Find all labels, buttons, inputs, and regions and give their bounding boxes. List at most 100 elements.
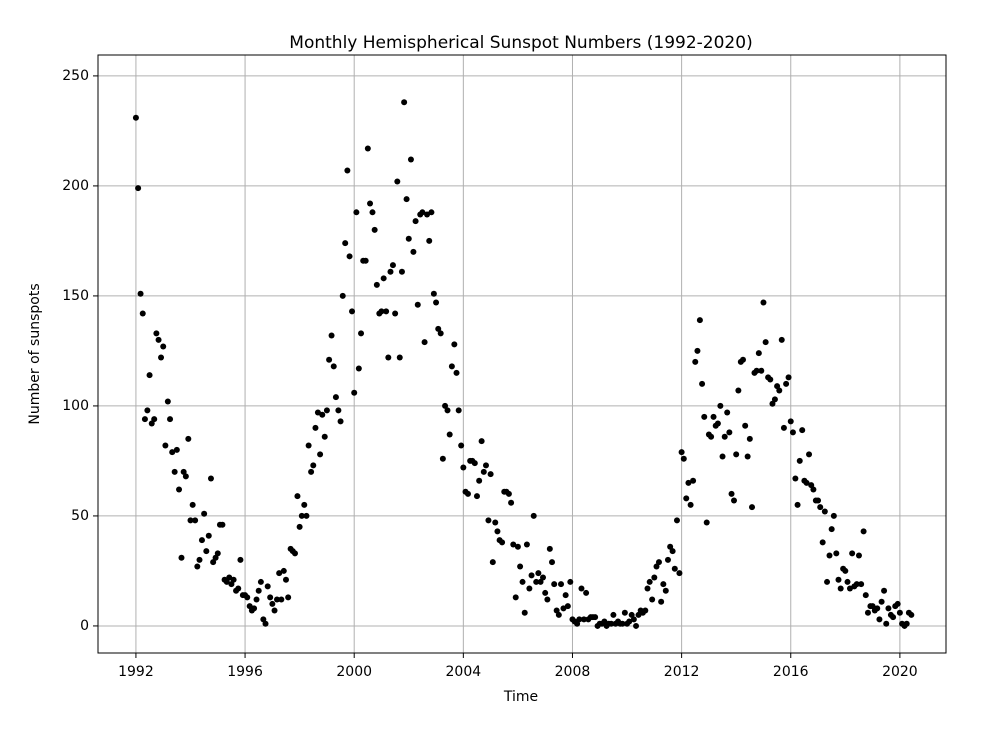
data-point: [796, 457, 803, 464]
data-point: [576, 616, 583, 623]
data-point: [251, 605, 258, 612]
data-point: [758, 367, 765, 374]
data-point: [160, 343, 167, 350]
data-point: [278, 596, 285, 603]
data-point: [155, 336, 162, 343]
data-point: [196, 556, 203, 563]
data-point: [499, 539, 506, 546]
data-point: [371, 226, 378, 233]
data-point: [546, 545, 553, 552]
data-point: [401, 99, 408, 106]
data-point: [373, 281, 380, 288]
data-point: [642, 607, 649, 614]
data-point: [514, 543, 521, 550]
data-point: [864, 609, 871, 616]
data-point: [728, 490, 735, 497]
data-point: [646, 578, 653, 585]
data-point: [453, 369, 460, 376]
data-point: [148, 420, 155, 427]
data-point: [740, 356, 747, 363]
data-point: [537, 578, 544, 585]
data-point: [806, 451, 813, 458]
data-point: [533, 578, 540, 585]
data-point: [769, 400, 776, 407]
data-point: [528, 572, 535, 579]
data-point: [203, 548, 210, 555]
data-point: [444, 407, 451, 414]
data-point: [844, 578, 851, 585]
data-point: [153, 330, 160, 337]
data-point: [749, 504, 756, 511]
data-point: [451, 341, 458, 348]
data-point: [699, 380, 706, 387]
data-point: [673, 517, 680, 524]
data-point: [380, 275, 387, 282]
data-point: [733, 451, 740, 458]
data-point: [296, 523, 303, 530]
data-point: [881, 587, 888, 594]
data-point: [464, 490, 471, 497]
data-point: [176, 486, 183, 493]
data-point: [426, 237, 433, 244]
data-point: [210, 559, 217, 566]
data-point: [410, 248, 417, 255]
data-point: [353, 209, 360, 216]
data-point: [724, 409, 731, 416]
data-point: [630, 616, 637, 623]
data-point: [460, 464, 467, 471]
data-point: [255, 587, 262, 594]
data-point: [328, 332, 335, 339]
x-tick-label: 1992: [118, 664, 154, 680]
data-point: [567, 578, 574, 585]
data-point: [405, 235, 412, 242]
data-point: [264, 583, 271, 590]
data-point: [803, 479, 810, 486]
data-point: [437, 330, 444, 337]
data-point: [810, 486, 817, 493]
data-point: [742, 422, 749, 429]
data-point: [519, 578, 526, 585]
data-point: [485, 517, 492, 524]
data-point: [890, 614, 897, 621]
data-point: [132, 114, 139, 121]
data-point: [455, 407, 462, 414]
data-point: [407, 156, 414, 163]
data-point: [267, 594, 274, 601]
data-point: [523, 541, 530, 548]
data-point: [480, 468, 487, 475]
data-point: [826, 552, 833, 559]
data-point: [885, 605, 892, 612]
data-point: [478, 438, 485, 445]
data-point: [526, 585, 533, 592]
data-point: [849, 550, 856, 557]
data-point: [135, 185, 142, 192]
data-point: [558, 581, 565, 588]
data-point: [178, 554, 185, 561]
data-point: [244, 594, 251, 601]
data-point: [780, 424, 787, 431]
data-point: [530, 512, 537, 519]
plot-area: 1992 1996 2000 2004 2008 2012 2016 2020 0 50 100 15…: [62, 55, 946, 680]
data-point: [744, 453, 751, 460]
data-point: [735, 387, 742, 394]
data-point: [664, 556, 671, 563]
data-point: [428, 209, 435, 216]
data-point: [676, 570, 683, 577]
data-point: [473, 493, 480, 500]
data-point: [894, 600, 901, 607]
data-point: [362, 257, 369, 264]
data-point: [687, 501, 694, 508]
data-point: [762, 339, 769, 346]
data-point: [403, 196, 410, 203]
data-point: [137, 290, 144, 297]
data-point: [710, 413, 717, 420]
data-point: [358, 330, 365, 337]
data-point: [821, 508, 828, 515]
data-point: [517, 563, 524, 570]
data-point: [173, 446, 180, 453]
data-point: [205, 532, 212, 539]
data-point: [448, 363, 455, 370]
data-point: [776, 387, 783, 394]
data-point: [262, 620, 269, 627]
